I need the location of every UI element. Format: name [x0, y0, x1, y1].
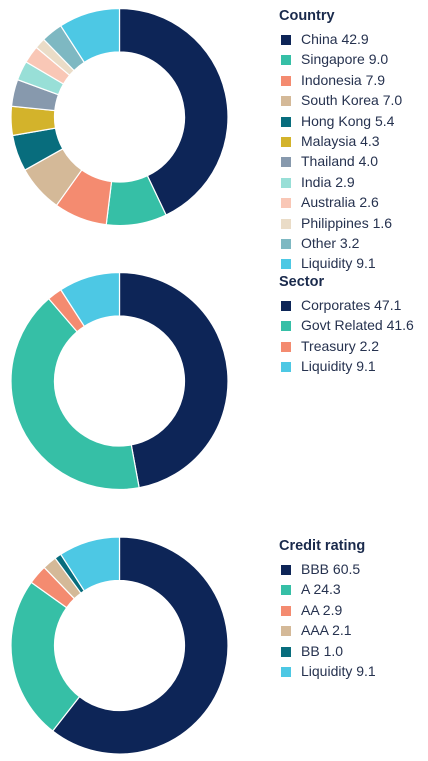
slice-govt-related	[10, 297, 140, 491]
legend-swatch	[281, 35, 291, 45]
country-chart-panel: Country China 42.9 Singapore 9.0 Indonesia…	[0, 0, 428, 271]
legend-swatch	[281, 96, 291, 107]
legend-swatch	[281, 362, 291, 373]
slice-corporates	[118, 271, 229, 489]
legend-item-corporates: Corporates 47.1	[279, 295, 414, 315]
slice-a	[10, 581, 81, 732]
legend-swatch	[281, 605, 291, 616]
legend-swatch	[281, 136, 291, 147]
legend-swatch	[281, 565, 291, 575]
legend-item-aa: AA 2.9	[279, 600, 376, 620]
legend-label: A 24.3	[301, 581, 341, 598]
legend-item-bb: BB 1.0	[279, 641, 376, 661]
legend-item-bbb: BBB 60.5	[279, 559, 376, 579]
legend-label: Hong Kong 5.4	[301, 112, 395, 129]
country-legend-list: China 42.9 Singapore 9.0 Indonesia 7.9 Sout…	[279, 29, 402, 274]
slice-bbb	[51, 536, 229, 755]
credit-rating-legend-list: BBB 60.5 A 24.3 AA 2.9 AAA 2.1 BB 1.0 Liquidi…	[279, 559, 376, 681]
legend-label: Singapore 9.0	[301, 51, 389, 68]
legend-swatch	[281, 301, 291, 311]
legend-label: AA 2.9	[301, 601, 343, 618]
legend-swatch	[281, 198, 291, 209]
credit-rating-donut	[10, 536, 229, 755]
legend-swatch	[281, 238, 291, 249]
legend-item-philippines: Philippines 1.6	[279, 213, 402, 233]
legend-item-liquidity: Liquidity 9.1	[279, 356, 414, 376]
slice-liquidity	[59, 7, 121, 64]
legend-item-liquidity: Liquidity 9.1	[279, 253, 402, 273]
legend-item-india: India 2.9	[279, 172, 402, 192]
legend-swatch	[281, 626, 291, 637]
legend-label: Indonesia 7.9	[301, 71, 386, 88]
legend-label: Australia 2.6	[301, 194, 379, 211]
legend-label: Thailand 4.0	[301, 153, 379, 170]
legend-item-a: A 24.3	[279, 579, 376, 599]
legend-item-thailand: Thailand 4.0	[279, 151, 402, 171]
legend-item-indonesia: Indonesia 7.9	[279, 70, 402, 90]
legend-item-hong-kong: Hong Kong 5.4	[279, 111, 402, 131]
legend-swatch	[281, 666, 291, 677]
legend-item-south-korea: South Korea 7.0	[279, 90, 402, 110]
legend-item-australia: Australia 2.6	[279, 192, 402, 212]
country-donut	[10, 7, 229, 227]
legend-swatch	[281, 116, 291, 127]
legend-label: China 42.9	[301, 31, 369, 47]
credit-rating-legend-title: Credit rating	[279, 538, 366, 554]
legend-label: Corporates 47.1	[301, 297, 402, 313]
legend-label: South Korea 7.0	[301, 92, 403, 109]
sector-donut	[10, 271, 229, 491]
legend-swatch	[281, 585, 291, 596]
slice-china	[118, 7, 229, 216]
legend-label: Philippines 1.6	[301, 214, 393, 231]
country-legend: Country China 42.9 Singapore 9.0 Indonesia…	[279, 7, 402, 274]
legend-label: Liquidity 9.1	[301, 358, 376, 375]
legend-item-malaysia: Malaysia 4.3	[279, 131, 402, 151]
legend-item-aaa: AAA 2.1	[279, 620, 376, 640]
credit-rating-legend: Credit rating BBB 60.5 A 24.3 AA 2.9 AAA 2.…	[279, 537, 376, 681]
legend-label: Govt Related 41.6	[301, 317, 414, 334]
sector-legend: Sector Corporates 47.1 Govt Related 41.6 T…	[279, 273, 414, 377]
legend-item-treasury: Treasury 2.2	[279, 336, 414, 356]
legend-item-govt-related: Govt Related 41.6	[279, 315, 414, 335]
legend-swatch	[281, 218, 291, 229]
legend-item-singapore: Singapore 9.0	[279, 49, 402, 69]
country-legend-title: Country	[279, 8, 335, 24]
legend-swatch	[281, 55, 291, 66]
legend-label: India 2.9	[301, 173, 355, 190]
slice-liquidity	[59, 536, 121, 592]
sector-chart-panel: Sector Corporates 47.1 Govt Related 41.6 T…	[10, 271, 414, 491]
legend-label: Liquidity 9.1	[301, 255, 376, 272]
legend-swatch	[281, 259, 291, 270]
legend-swatch	[281, 646, 291, 657]
sector-legend-title: Sector	[279, 274, 325, 290]
legend-item-other: Other 3.2	[279, 233, 402, 253]
legend-label: BB 1.0	[301, 642, 344, 659]
legend-swatch	[281, 177, 291, 188]
slice-liquidity	[59, 271, 121, 328]
legend-label: BBB 60.5	[301, 561, 361, 577]
legend-swatch	[281, 75, 291, 86]
legend-label: Malaysia 4.3	[301, 132, 380, 149]
legend-swatch	[281, 157, 291, 168]
legend-label: Liquidity 9.1	[301, 662, 376, 679]
legend-label: AAA 2.1	[301, 622, 352, 639]
sector-legend-list: Corporates 47.1 Govt Related 41.6 Treasury…	[279, 295, 414, 377]
legend-item-china: China 42.9	[279, 29, 402, 49]
legend-label: Treasury 2.2	[301, 337, 380, 354]
legend-swatch	[281, 341, 291, 352]
legend-item-liquidity: Liquidity 9.1	[279, 661, 376, 681]
legend-swatch	[281, 321, 291, 332]
legend-label: Other 3.2	[301, 234, 360, 251]
